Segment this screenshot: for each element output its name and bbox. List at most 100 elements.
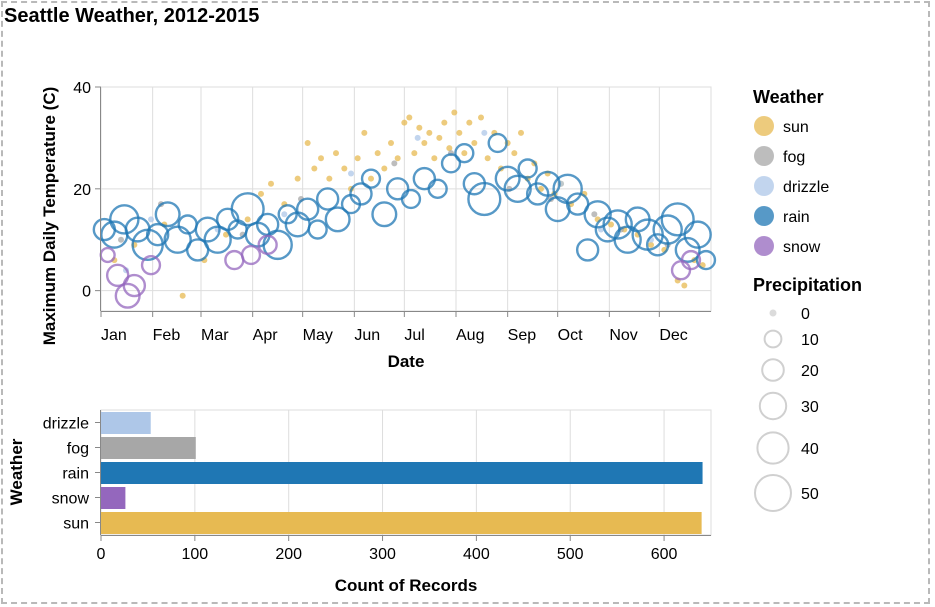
scatter-x-tick-label: Jul — [404, 327, 424, 344]
scatter-point-rain — [440, 153, 462, 174]
scatter-point-rain — [525, 182, 550, 206]
scatter-point-rain — [307, 219, 328, 240]
scatter-x-tick-label: Apr — [253, 327, 279, 344]
bar-y-axis-title: Weather — [7, 438, 26, 505]
scatter-point-rain — [660, 202, 695, 237]
scatter-point-sun — [416, 124, 423, 131]
scatter-point-sun — [681, 282, 688, 289]
scatter-point-snow — [670, 260, 692, 281]
bar-y-tick-label: snow — [52, 491, 90, 508]
legend-weather-label-sun: sun — [783, 119, 809, 136]
scatter-point-sun — [608, 221, 614, 228]
scatter-point-rain — [494, 165, 521, 192]
scatter-point-rain — [645, 233, 670, 257]
bar-x-tick-label: 100 — [181, 546, 208, 563]
scatter-point-sun — [341, 165, 348, 172]
scatter-axes: Jan Feb Mar Apr May Jun Jul Aug Sep Oct Nov Dec 0 20 4… — [73, 80, 711, 344]
bar-fog — [101, 437, 196, 459]
legend-weather-symbol-sun — [754, 116, 774, 136]
scatter-point-fog — [391, 160, 398, 167]
scatter-point-drizzle — [481, 129, 488, 136]
scatter-x-tick-label: Dec — [659, 327, 687, 344]
scatter-x-tick-label: May — [303, 327, 333, 344]
scatter-point-snow — [105, 263, 130, 288]
scatter-point-rain — [683, 220, 712, 249]
legend-weather-symbol-drizzle — [754, 176, 774, 196]
bar-y-tick-label: rain — [62, 466, 89, 483]
scatter-point-rain — [503, 174, 532, 204]
scatter-point-rain — [385, 177, 410, 201]
legend-weather-label-snow: snow — [783, 239, 821, 256]
scatter-point-sun — [268, 180, 274, 187]
scatter-point-sun — [258, 190, 264, 197]
scatter-x-tick-label: Jun — [354, 327, 380, 344]
scatter-point-sun — [518, 129, 524, 136]
scatter-point-rain — [602, 209, 633, 240]
scatter-point-sun — [511, 150, 518, 157]
legend-precip-symbol — [756, 431, 790, 465]
legend-precip-symbol — [758, 391, 788, 421]
scatter-point-rain — [371, 201, 398, 228]
scatter-point-drizzle — [414, 134, 421, 141]
bar-x-tick-label: 0 — [97, 546, 106, 563]
scatter-point-rain — [230, 192, 265, 227]
scatter-point-rain — [154, 201, 181, 228]
scatter-points — [92, 109, 717, 309]
legend-precip-symbol — [769, 309, 777, 317]
bar-marks — [101, 412, 703, 534]
scatter-point-snow — [99, 246, 116, 264]
scatter-x-tick-label: Oct — [558, 327, 583, 344]
scatter-point-sun — [294, 175, 301, 182]
scatter-y-tick-label: 0 — [82, 284, 91, 301]
scatter-point-sun — [318, 155, 324, 162]
scatter-point-rain — [674, 236, 701, 263]
scatter-point-sun — [354, 155, 361, 162]
scatter-point-sun — [478, 114, 484, 121]
legend-precip-symbol — [761, 358, 785, 382]
scatter-point-sun — [311, 165, 318, 172]
scatter-point-sun — [179, 292, 186, 299]
scatter-point-sun — [466, 119, 473, 126]
scatter-point-rain — [109, 204, 140, 235]
scatter-point-rain — [695, 249, 717, 271]
scatter-point-sun — [411, 150, 418, 157]
scatter-point-drizzle — [348, 170, 354, 177]
scatter-point-rain — [315, 187, 340, 211]
legend-precip-label: 10 — [801, 332, 819, 349]
scatter-point-rain — [517, 158, 538, 179]
legend-precip-label: 50 — [801, 486, 819, 503]
scatter-point-sun — [374, 150, 381, 157]
scatter-y-tick-label: 40 — [73, 80, 91, 97]
scatter-y-axis-title: Maximum Daily Temperature (C) — [40, 87, 59, 346]
legend-weather-label-rain: rain — [783, 209, 810, 226]
scatter-point-sun — [451, 109, 458, 116]
bar-y-tick-label: sun — [63, 516, 89, 533]
legend-precip-label: 20 — [801, 363, 819, 380]
legend-weather-symbol-snow — [754, 236, 774, 256]
bar-snow — [101, 487, 126, 509]
bar-drizzle — [101, 412, 151, 434]
scatter-point-fog — [591, 211, 598, 218]
scatter-point-snow — [680, 249, 702, 271]
scatter-point-sun — [244, 216, 251, 223]
bar-x-axis-title: Count of Records — [335, 576, 478, 595]
scatter-point-sun — [446, 145, 453, 152]
scatter-point-rain — [145, 222, 170, 247]
scatter-point-sun — [388, 140, 394, 146]
scatter-x-tick-label: Sep — [508, 327, 537, 344]
scatter-x-tick-label: Aug — [456, 327, 484, 344]
legend-precip: 0 10 20 30 40 50 — [754, 306, 819, 512]
scatter-point-rain — [400, 188, 422, 210]
scatter-x-tick-label: Nov — [609, 327, 637, 344]
scatter-point-sun — [401, 119, 408, 126]
scatter-point-rain — [427, 178, 448, 199]
legend-precip-label: 30 — [801, 399, 819, 416]
scatter-point-sun — [456, 129, 463, 136]
scatter-point-sun — [648, 241, 654, 248]
scatter-point-rain — [454, 143, 475, 164]
scatter-point-rain — [583, 200, 612, 229]
chart-title: Seattle Weather, 2012-2015 — [4, 5, 260, 27]
scatter-point-rain — [349, 182, 373, 206]
scatter-point-drizzle — [281, 211, 288, 218]
bar-sun — [101, 512, 702, 534]
